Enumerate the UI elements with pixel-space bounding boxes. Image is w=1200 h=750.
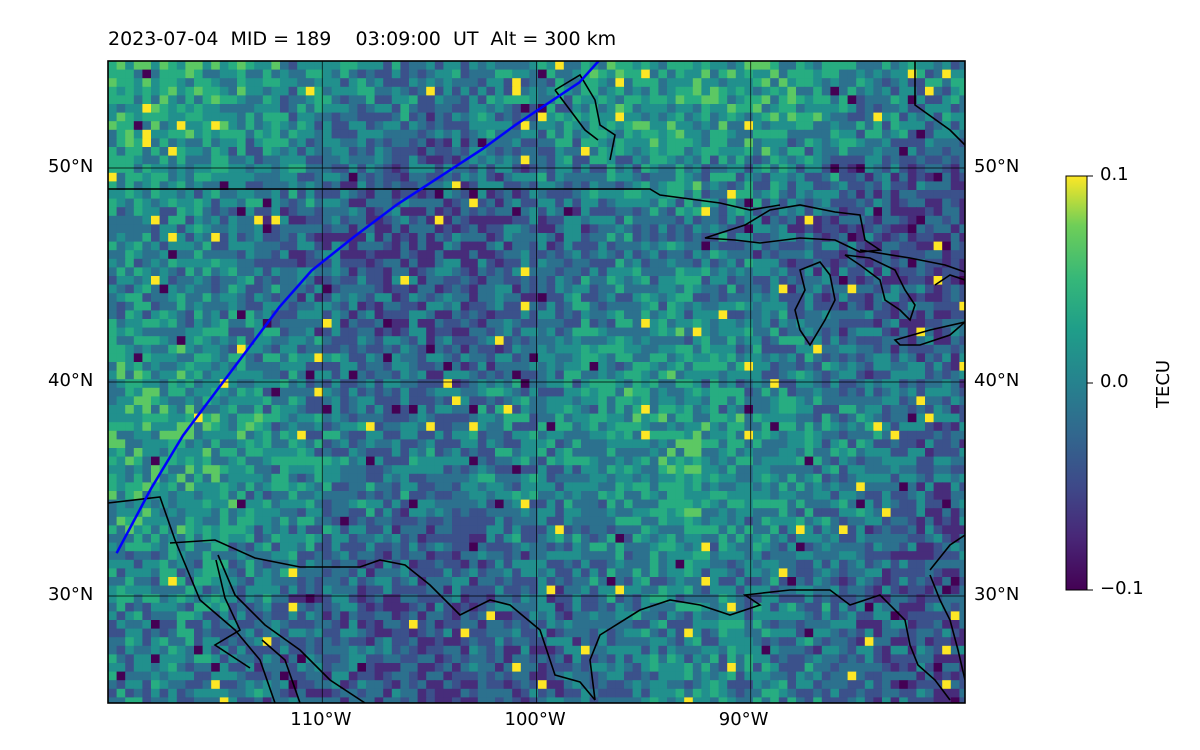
lon-tick-label: 100°W — [504, 709, 566, 730]
lat-tick-label-left: 50°N — [48, 156, 94, 177]
hudson-bay-coast — [554, 73, 616, 161]
map-title: 2023-07-04 MID = 189 03:09:00 UT Alt = 3… — [108, 28, 617, 50]
lon-tick-label: 90°W — [718, 709, 769, 730]
lake-michigan — [794, 261, 836, 347]
satellite-track — [115, 61, 600, 554]
lat-tick-label-left: 30°N — [48, 584, 94, 605]
colorbar-ticks — [1087, 175, 1093, 591]
colorbar-tick-label: −0.1 — [1100, 578, 1144, 599]
track-line — [115, 61, 600, 554]
lon-tick-label: 110°W — [290, 709, 352, 730]
us-canada-border — [108, 188, 781, 211]
us-mexico-border — [169, 539, 596, 701]
colorbar — [1065, 175, 1088, 591]
colorbar-label: TECU — [1153, 359, 1174, 408]
baja-peninsula — [108, 496, 276, 703]
gridlines — [108, 61, 965, 703]
gulf-california-coast — [217, 554, 366, 703]
lat-tick-label-right: 30°N — [974, 584, 1020, 605]
lake-huron — [844, 254, 916, 322]
gulf-coast — [589, 589, 951, 701]
colorbar-tick-label: 0.0 — [1100, 371, 1129, 392]
baja-inner-coast — [213, 559, 251, 669]
lake-superior — [704, 204, 883, 253]
lat-tick-label-right: 50°N — [974, 156, 1020, 177]
northeast-coast — [914, 61, 965, 146]
lake-erie — [893, 321, 965, 346]
lake-ontario — [934, 274, 965, 286]
sonora-coast — [261, 639, 301, 703]
florida-coast — [929, 534, 965, 681]
lat-tick-label-right: 40°N — [974, 370, 1020, 391]
colorbar-tick-label: 0.1 — [1100, 164, 1129, 185]
canada-east-border — [859, 249, 965, 273]
map-frame — [107, 60, 966, 704]
tec-heatmap — [108, 61, 965, 703]
lat-tick-label-left: 40°N — [48, 370, 94, 391]
coastlines — [108, 61, 965, 703]
